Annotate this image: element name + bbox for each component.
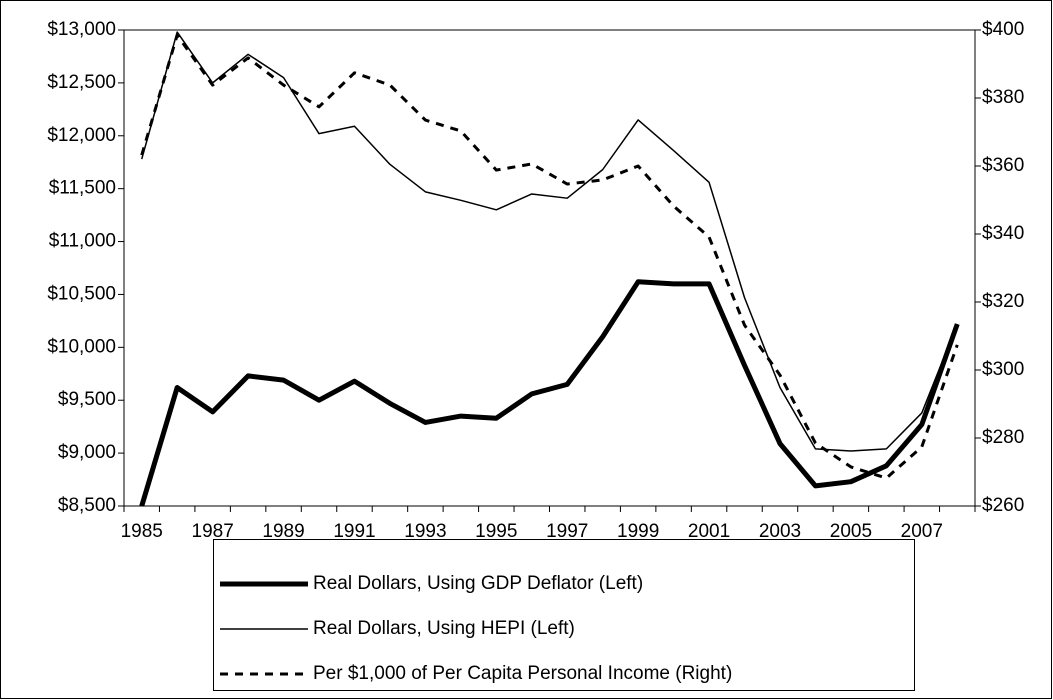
x-tick-label: 1987 (192, 521, 234, 542)
y2-tick-label: $280 (982, 427, 1024, 448)
legend-box (213, 539, 915, 691)
series-line (141, 31, 958, 452)
y-tick-label: $10,500 (47, 283, 116, 304)
y-tick-label: $13,000 (47, 19, 116, 40)
y-tick-label: $12,500 (47, 72, 116, 93)
y-tick-label: $9,500 (58, 389, 116, 410)
x-tick-label: 1999 (617, 521, 659, 542)
legend-label: Real Dollars, Using HEPI (Left) (313, 618, 575, 639)
legend-label: Per $1,000 of Per Capita Personal Income… (313, 663, 732, 684)
y-tick-label: $9,000 (58, 442, 116, 463)
y-tick-label: $11,000 (49, 231, 116, 252)
x-tick-label: 1993 (404, 521, 446, 542)
x-tick-label: 1991 (333, 521, 375, 542)
y2-tick-label: $260 (982, 495, 1024, 516)
y2-tick-label: $360 (982, 155, 1024, 176)
x-tick-label: 2007 (901, 521, 943, 542)
legend-label: Real Dollars, Using GDP Deflator (Left) (313, 573, 643, 594)
x-tick-label: 1997 (546, 521, 588, 542)
y-tick-label: $10,000 (47, 336, 116, 357)
y2-tick-label: $300 (982, 359, 1024, 380)
x-tick-label: 2005 (830, 521, 872, 542)
y2-tick-label: $320 (982, 291, 1024, 312)
y2-tick-label: $380 (982, 87, 1024, 108)
series-line (139, 279, 960, 507)
y-tick-label: $8,500 (58, 495, 116, 516)
series-line (140, 33, 959, 480)
x-tick-label: 1995 (475, 521, 517, 542)
y-tick-label: $11,500 (49, 178, 116, 199)
y2-tick-label: $340 (982, 223, 1024, 244)
y-tick-label: $12,000 (47, 125, 116, 146)
x-tick-label: 1985 (121, 521, 163, 542)
x-tick-label: 1989 (262, 521, 304, 542)
x-tick-label: 2001 (688, 521, 730, 542)
y2-tick-label: $400 (982, 19, 1024, 40)
x-tick-label: 2003 (759, 521, 801, 542)
